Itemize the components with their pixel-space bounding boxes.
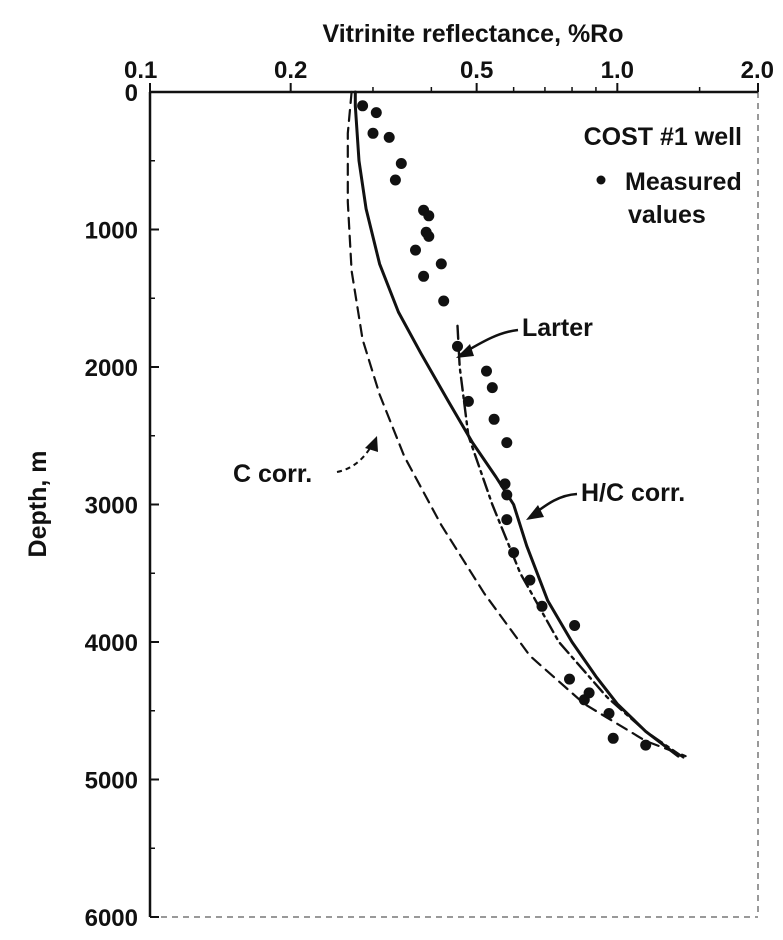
legend-title: COST #1 well	[584, 123, 742, 151]
y-tick-label: 6000	[85, 905, 138, 932]
y-tick-label: 1000	[85, 218, 138, 245]
x-tick-label: 1.0	[601, 57, 634, 84]
data-point	[508, 547, 520, 559]
annotation-hc-corr-arrowhead	[526, 505, 544, 520]
y-tick-label: 2000	[85, 355, 138, 382]
data-point	[536, 600, 548, 612]
y-axis: 0 1000 2000 3000 4000 5000 6000	[85, 80, 159, 932]
annotation-c-corr-arrowhead	[365, 436, 378, 452]
legend: COST #1 well Measured values	[584, 123, 742, 229]
series-line-h-c-corr	[353, 90, 680, 758]
data-point	[603, 708, 615, 719]
x-axis: 0.1 0.2 0.5 1.0 2.0	[124, 57, 774, 92]
data-point	[583, 687, 595, 699]
series-layer	[346, 90, 687, 761]
x-tick-label: 0.2	[274, 57, 307, 84]
x-tick-label: 2.0	[741, 57, 774, 84]
y-tick-label: 5000	[85, 768, 138, 795]
data-point	[435, 258, 447, 270]
data-point	[499, 478, 511, 490]
series-line-c-corr	[346, 90, 687, 758]
data-point	[367, 127, 379, 139]
data-point	[501, 514, 513, 526]
data-point	[607, 732, 619, 744]
y-axis-title: Depth, m	[24, 451, 52, 558]
x-tick-label: 0.1	[124, 57, 157, 84]
data-point	[389, 174, 401, 186]
x-axis-title: Vitrinite reflectance, %Ro	[322, 20, 623, 48]
data-point	[486, 382, 498, 394]
annotation-hc-corr-label: H/C corr.	[581, 479, 685, 507]
legend-label-line-2: values	[628, 201, 706, 229]
annotation-larter: Larter	[456, 314, 593, 358]
measured-points	[357, 100, 652, 751]
data-point	[418, 270, 430, 282]
legend-marker-dot	[596, 175, 606, 185]
data-point	[501, 489, 513, 501]
y-tick-label: 4000	[85, 630, 138, 657]
data-point	[383, 131, 395, 143]
data-point	[524, 574, 536, 586]
data-point	[423, 210, 435, 222]
annotation-c-corr-label: C corr.	[233, 460, 312, 488]
annotation-hc-corr: H/C corr.	[526, 479, 685, 520]
series-line-larter	[456, 324, 687, 761]
data-point	[370, 107, 382, 119]
annotation-larter-arrowhead	[456, 344, 474, 358]
data-point	[569, 620, 581, 631]
data-point	[481, 365, 492, 377]
y-tick-label: 3000	[85, 493, 138, 520]
y-tick-label: 0	[125, 80, 138, 107]
legend-label-line-1: Measured	[625, 168, 742, 196]
data-point	[423, 230, 435, 242]
data-point	[452, 340, 463, 352]
annotation-c-corr: C corr.	[233, 436, 378, 488]
data-point	[488, 413, 500, 425]
data-point	[640, 739, 652, 751]
data-point	[357, 100, 369, 112]
data-point	[438, 295, 450, 307]
data-point	[395, 158, 407, 169]
x-tick-label: 0.5	[460, 57, 493, 84]
data-point	[410, 244, 421, 256]
data-point	[501, 437, 513, 449]
data-point	[462, 395, 474, 407]
annotation-larter-label: Larter	[522, 314, 593, 342]
data-point	[564, 673, 575, 685]
